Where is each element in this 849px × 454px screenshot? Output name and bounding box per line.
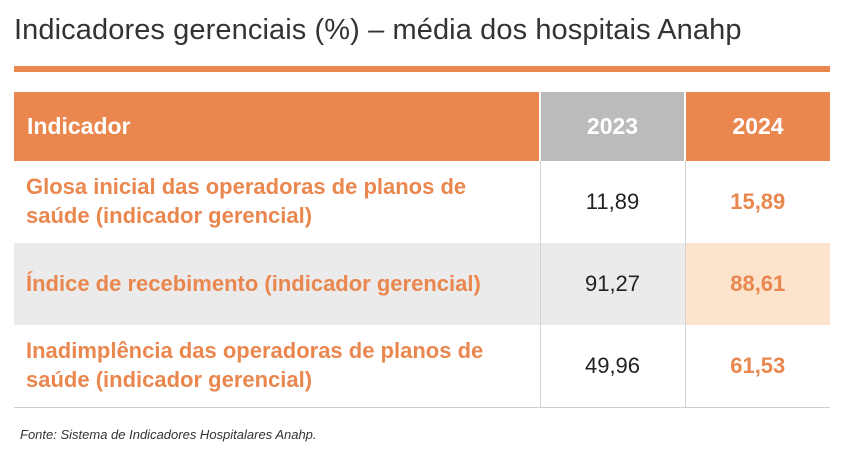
indicator-text: Inadimplência das operadoras de planos d…	[26, 338, 484, 392]
table-row: Inadimplência das operadoras de planos d…	[14, 325, 830, 408]
header-indicador: Indicador	[14, 92, 541, 161]
indicators-table: Indicador 2023 2024 Glosa inicial das op…	[14, 92, 830, 408]
header-2023: 2023	[540, 92, 686, 161]
header-2024: 2024	[685, 92, 830, 161]
value-2024: 61,53	[685, 325, 830, 408]
value-2024: 15,89	[730, 189, 786, 214]
indicator-name: Inadimplência das operadoras de planos d…	[14, 325, 541, 408]
table-row: Índice de recebimento (indicador gerenci…	[14, 243, 830, 325]
title-divider	[14, 66, 830, 72]
chart-title: Indicadores gerenciais (%) – média dos h…	[14, 14, 742, 46]
indicator-name: Índice de recebimento (indicador gerenci…	[14, 243, 541, 325]
value-2023: 49,96	[540, 325, 686, 408]
table-header-row: Indicador 2023 2024	[14, 92, 830, 161]
source-note: Fonte: Sistema de Indicadores Hospitalar…	[20, 427, 317, 442]
indicator-name: Glosa inicial das operadoras de planos d…	[14, 161, 541, 243]
indicator-text: Glosa inicial das operadoras de planos d…	[26, 174, 467, 228]
value-2023: 91,27	[540, 243, 686, 325]
indicator-text: Índice de recebimento (indicador gerenci…	[26, 270, 481, 296]
value-2023: 11,89	[540, 161, 686, 243]
value-2024: 88,61	[685, 243, 830, 325]
table-row: Glosa inicial das operadoras de planos d…	[14, 161, 830, 243]
